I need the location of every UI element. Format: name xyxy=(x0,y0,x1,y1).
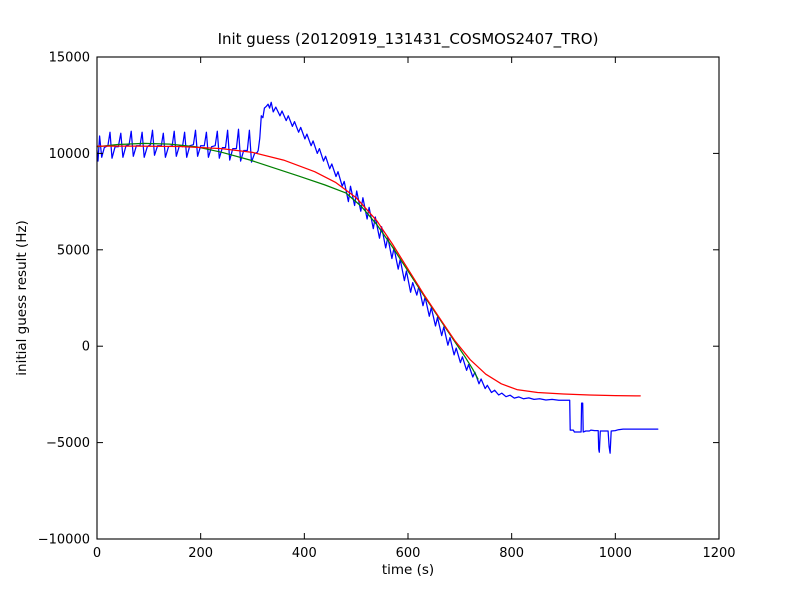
plot-frame xyxy=(96,56,720,540)
x-tick-label: 1000 xyxy=(599,546,632,561)
x-tick-label: 400 xyxy=(292,546,317,561)
series-fit-green xyxy=(96,142,479,380)
y-tick-label: 15000 xyxy=(49,51,90,66)
y-tick-label: −10000 xyxy=(38,533,90,548)
axis-tick-labels: 0 200 400 600 800 1000 1200 −10000 −5000 0 5000 100… xyxy=(38,51,736,562)
y-axis-label: initial guess result (Hz) xyxy=(14,220,30,375)
x-tick-label: 800 xyxy=(499,546,524,561)
x-tick-label: 1200 xyxy=(702,546,735,561)
y-tick-label: 5000 xyxy=(57,243,90,258)
y-tick-label: 10000 xyxy=(49,147,90,162)
x-tick-label: 200 xyxy=(188,546,213,561)
axis-ticks xyxy=(96,56,720,540)
y-tick-label: 0 xyxy=(82,340,90,355)
x-tick-label: 0 xyxy=(93,546,101,561)
series-initial-guess-data xyxy=(96,101,659,454)
chart-title: Init guess (20120919_131431_COSMOS2407_T… xyxy=(218,30,599,49)
y-tick-label: −5000 xyxy=(46,436,90,451)
x-tick-label: 600 xyxy=(396,546,421,561)
x-axis-label: time (s) xyxy=(382,562,434,578)
plot-series xyxy=(96,101,659,454)
series-fit-red xyxy=(96,145,641,397)
